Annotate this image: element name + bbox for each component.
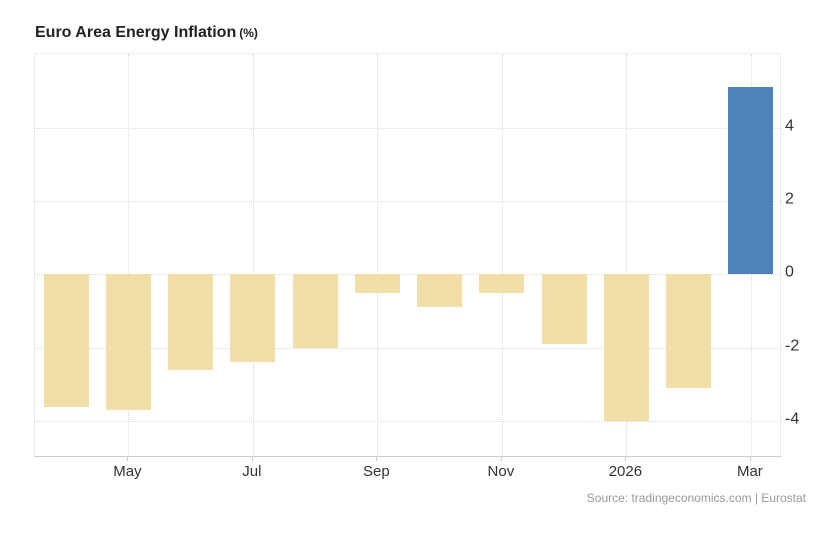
plot-area bbox=[34, 53, 781, 457]
chart-bar bbox=[541, 274, 587, 345]
x-axis-tick-label: May bbox=[113, 463, 142, 480]
y-axis-tick-label: -2 bbox=[785, 337, 800, 355]
gridline-vertical bbox=[128, 54, 130, 456]
x-axis-tick-label: Jul bbox=[242, 463, 262, 480]
x-axis-tick-label: Nov bbox=[487, 463, 515, 480]
gridline-horizontal bbox=[35, 274, 780, 276]
chart-bar bbox=[354, 274, 400, 293]
gridline-horizontal bbox=[35, 421, 780, 423]
x-axis-tick-mark bbox=[127, 457, 129, 461]
chart-bar bbox=[292, 274, 338, 348]
x-axis-tick-label: Mar bbox=[736, 463, 763, 480]
x-axis-tick-mark bbox=[500, 457, 502, 461]
chart-bar bbox=[43, 274, 89, 407]
gridline-vertical bbox=[501, 54, 503, 456]
chart-title-unit: (%) bbox=[239, 26, 258, 40]
source-attribution: Source: tradingeconomics.com | Eurostat bbox=[586, 491, 806, 505]
x-axis-tick-mark bbox=[625, 457, 627, 461]
chart-bar bbox=[105, 274, 151, 411]
chart-title-text: Euro Area Energy Inflation bbox=[35, 24, 237, 41]
gridline-vertical bbox=[252, 54, 254, 456]
y-axis-tick-label: 2 bbox=[785, 190, 794, 208]
chart-bar bbox=[168, 274, 214, 370]
x-axis-tick-mark bbox=[749, 457, 751, 461]
gridline-horizontal bbox=[35, 127, 780, 129]
y-axis-tick-label: 4 bbox=[785, 117, 794, 135]
gridline-horizontal bbox=[35, 200, 780, 202]
x-axis-tick-mark bbox=[251, 457, 253, 461]
chart-bar bbox=[603, 274, 649, 422]
chart-bar bbox=[666, 274, 712, 389]
chart-bar bbox=[417, 274, 463, 308]
chart-title: Euro Area Energy Inflation (%) bbox=[35, 24, 258, 42]
x-axis-tick-label: 2026 bbox=[608, 463, 643, 480]
x-axis-tick-label: Sep bbox=[363, 463, 390, 480]
y-axis-tick-label: 0 bbox=[785, 264, 794, 282]
gridline-vertical bbox=[626, 54, 628, 456]
chart-bar bbox=[230, 274, 276, 363]
chart-bar bbox=[728, 87, 774, 275]
gridline-vertical bbox=[377, 54, 379, 456]
chart-bar bbox=[479, 274, 525, 293]
x-axis-tick-mark bbox=[376, 457, 378, 461]
y-axis-tick-label: -4 bbox=[785, 410, 800, 428]
gridline-horizontal bbox=[35, 347, 780, 349]
